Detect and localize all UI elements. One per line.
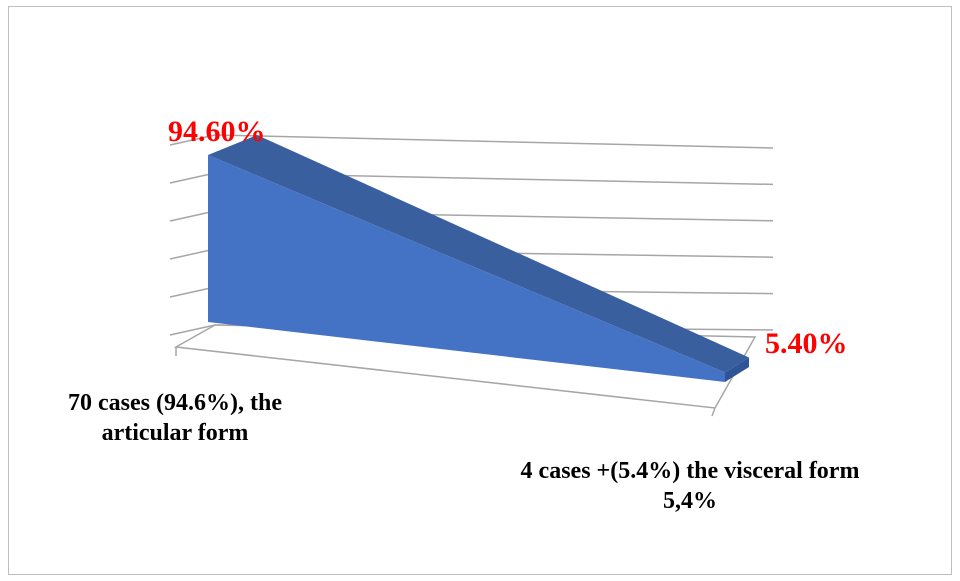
data-label-articular: 94.60%	[168, 115, 266, 148]
category-tick	[711, 407, 716, 417]
area-front-face	[208, 155, 725, 382]
data-label-visceral: 5.40%	[765, 327, 848, 360]
side-wall-gridline	[169, 248, 216, 260]
category-label-visceral: 4 cases +(5.4%) the visceral form 5,4%	[520, 458, 860, 514]
side-wall-gridline	[169, 286, 216, 298]
category-label-articular: 70 cases (94.6%), the articular form	[68, 390, 282, 446]
area-top-face	[208, 135, 749, 373]
area-side-face	[725, 357, 749, 382]
side-wall-gridline	[169, 324, 216, 336]
side-wall-gridline	[169, 172, 216, 184]
side-wall-gridline	[169, 134, 216, 146]
gridline	[214, 134, 774, 149]
side-wall-gridline	[169, 210, 216, 222]
